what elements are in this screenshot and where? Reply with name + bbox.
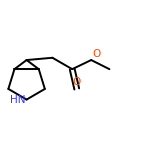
Text: O: O bbox=[73, 77, 81, 87]
Text: HN: HN bbox=[10, 95, 25, 105]
Text: O: O bbox=[92, 48, 101, 59]
